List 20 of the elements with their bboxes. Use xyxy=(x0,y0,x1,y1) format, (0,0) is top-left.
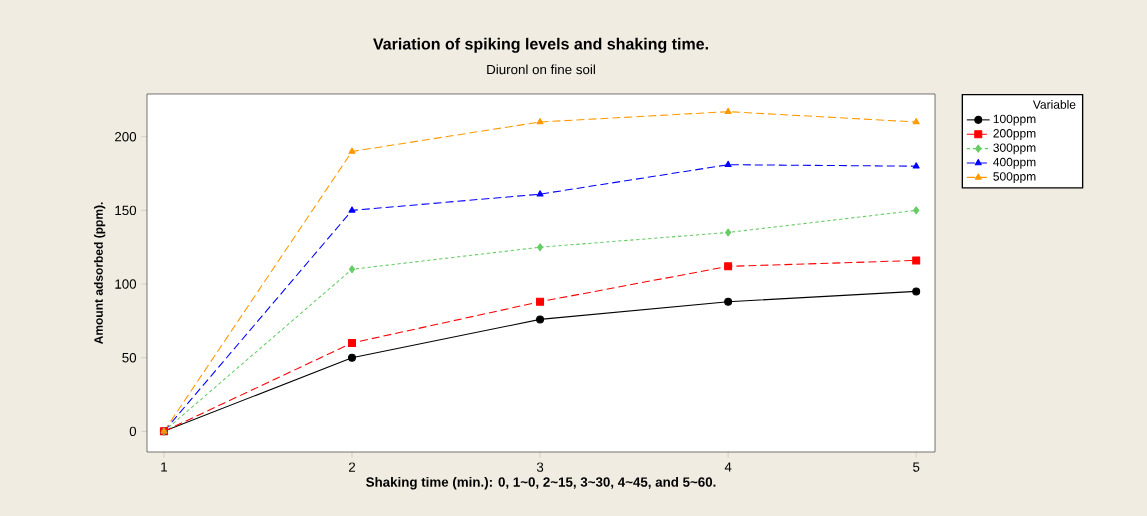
legend-label: 500ppm xyxy=(993,172,1036,184)
x-tick-label: 5 xyxy=(913,462,920,472)
y-tick-label: 50 xyxy=(122,352,137,363)
legend-label: 100ppm xyxy=(993,114,1036,126)
y-tick-label: 100 xyxy=(115,279,137,289)
x-axis-title: Shaking time (min.): 0, 1~0, 2~15, 3~30, 4~45, and 5~60. xyxy=(366,476,716,490)
y-tick-label: 150 xyxy=(115,205,137,216)
x-tick-label: 1 xyxy=(161,462,167,472)
legend-label: 200ppm xyxy=(993,129,1036,140)
legend-label: 300ppm xyxy=(993,143,1036,155)
x-tick-label: 4 xyxy=(724,462,732,472)
chart-title: Variation of spiking levels and shaking time. xyxy=(373,37,708,53)
y-axis-title: Amount adsorbed (ppm). xyxy=(94,202,106,345)
x-tick-label: 3 xyxy=(536,462,544,472)
y-tick-label: 0 xyxy=(129,426,137,437)
y-tick-label: 200 xyxy=(115,132,137,142)
legend-label: 400ppm xyxy=(993,157,1036,169)
chart-subtitle: Diuronl on fine soil xyxy=(487,64,595,75)
legend-title: Variable xyxy=(1032,99,1076,109)
x-tick-label: 2 xyxy=(348,462,356,472)
